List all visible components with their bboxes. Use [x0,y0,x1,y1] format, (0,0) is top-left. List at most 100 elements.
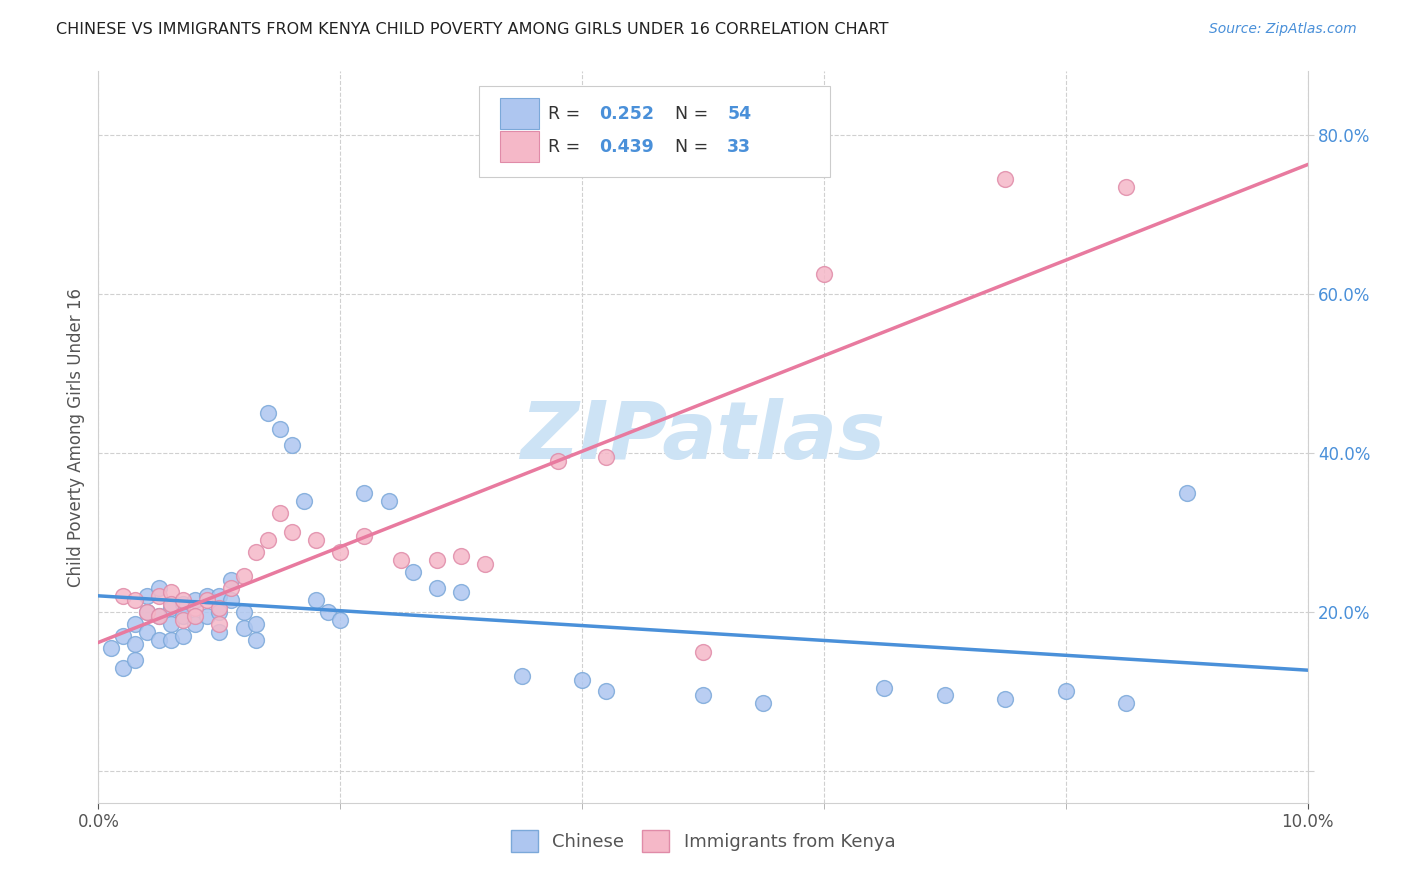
Point [353,529,375,543]
Point [595,450,617,464]
Point [316,605,339,619]
Y-axis label: Child Poverty Among Girls Under 16: Child Poverty Among Girls Under 16 [66,287,84,587]
Legend: Chinese, Immigrants from Kenya: Chinese, Immigrants from Kenya [503,823,903,860]
Point [269,422,291,436]
Point [377,493,399,508]
Point [148,632,170,647]
Point [450,549,472,564]
Point [160,585,183,599]
Point [1115,179,1137,194]
Point [402,566,425,580]
Point [426,553,449,567]
Text: N =: N = [675,104,714,123]
Point [256,533,278,548]
Point [135,605,157,619]
Point [195,589,218,603]
Point [329,613,352,627]
Point [221,593,243,607]
Point [281,525,304,540]
Point [124,637,146,651]
Point [160,632,183,647]
Point [221,581,243,595]
Point [184,601,207,615]
Point [329,545,352,559]
Point [389,553,412,567]
Text: ZIPatlas: ZIPatlas [520,398,886,476]
Point [111,589,134,603]
Point [292,493,315,508]
Point [994,692,1017,706]
Point [256,406,278,420]
Point [124,616,146,631]
Point [221,573,243,587]
Point [160,597,183,611]
Point [510,668,533,682]
Text: 33: 33 [727,137,751,156]
Point [135,624,157,639]
Point [208,616,231,631]
Point [305,593,328,607]
Point [474,558,496,572]
Point [1175,485,1198,500]
Point [994,171,1017,186]
Point [172,593,194,607]
Point [184,616,207,631]
Point [172,629,194,643]
Point [124,653,146,667]
Point [148,581,170,595]
Point [160,616,183,631]
Text: R =: R = [548,137,586,156]
Point [195,593,218,607]
Point [595,684,617,698]
Text: 54: 54 [727,104,751,123]
Text: 0.252: 0.252 [599,104,654,123]
Point [232,621,254,635]
Point [148,609,170,624]
Point [692,645,714,659]
Point [148,589,170,603]
Point [245,616,267,631]
Text: 0.439: 0.439 [599,137,654,156]
Point [172,613,194,627]
Point [232,569,254,583]
Point [148,609,170,624]
Point [124,593,146,607]
FancyBboxPatch shape [501,131,538,162]
Text: N =: N = [675,137,714,156]
Point [208,601,231,615]
Point [353,485,375,500]
Point [547,454,569,468]
Point [1115,697,1137,711]
Point [111,629,134,643]
FancyBboxPatch shape [501,98,538,129]
Point [208,605,231,619]
Point [184,609,207,624]
Point [281,438,304,452]
Point [184,593,207,607]
Point [934,689,956,703]
Point [752,697,775,711]
Text: R =: R = [548,104,586,123]
Point [1054,684,1077,698]
Point [269,506,291,520]
Point [305,533,328,548]
Point [208,624,231,639]
Point [692,689,714,703]
Point [172,597,194,611]
Text: CHINESE VS IMMIGRANTS FROM KENYA CHILD POVERTY AMONG GIRLS UNDER 16 CORRELATION : CHINESE VS IMMIGRANTS FROM KENYA CHILD P… [56,22,889,37]
Point [232,605,254,619]
Point [160,601,183,615]
Point [426,581,449,595]
Point [571,673,593,687]
Point [135,589,157,603]
Point [813,267,835,281]
FancyBboxPatch shape [479,86,830,178]
Point [450,585,472,599]
Point [100,640,122,655]
Point [873,681,896,695]
Text: Source: ZipAtlas.com: Source: ZipAtlas.com [1209,22,1357,37]
Point [135,605,157,619]
Point [111,660,134,674]
Point [195,609,218,624]
Point [208,589,231,603]
